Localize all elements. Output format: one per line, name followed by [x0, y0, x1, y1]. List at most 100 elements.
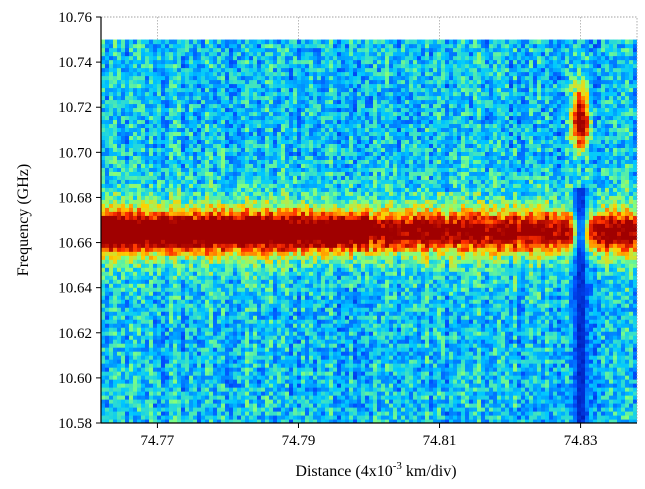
heat-cell — [149, 151, 154, 156]
heat-cell — [181, 127, 186, 133]
heat-cell — [253, 191, 258, 196]
heat-cell — [209, 271, 214, 276]
heat-cell — [145, 339, 150, 344]
heat-cell — [293, 367, 298, 372]
heat-cell — [253, 187, 258, 192]
heat-cell — [169, 279, 174, 284]
heat-cell — [197, 103, 202, 109]
heat-cell — [129, 127, 134, 133]
heat-cell — [149, 271, 154, 276]
heat-cell — [237, 379, 242, 384]
heat-cell — [181, 223, 186, 228]
heat-cell — [109, 87, 114, 93]
heat-cell — [125, 275, 130, 280]
heat-cell — [209, 111, 214, 117]
heat-cell — [257, 39, 262, 45]
heat-cell — [153, 155, 158, 160]
heat-cell — [177, 391, 182, 396]
heat-cell — [169, 347, 174, 352]
heat-cell — [249, 391, 254, 396]
heat-cell — [297, 187, 302, 192]
heat-cell — [141, 195, 146, 200]
heat-cell — [157, 95, 162, 101]
heat-cell — [205, 91, 210, 97]
heat-cell — [297, 55, 302, 61]
heat-cell — [293, 371, 298, 376]
heat-cell — [161, 235, 166, 240]
heat-cell — [181, 123, 186, 129]
heat-cell — [141, 159, 146, 164]
heat-cell — [113, 275, 118, 280]
heat-cell — [189, 319, 194, 324]
heat-cell — [201, 291, 206, 296]
heat-cell — [253, 135, 258, 141]
heat-cell — [213, 231, 218, 236]
heat-cell — [157, 407, 162, 412]
heat-cell — [105, 319, 110, 324]
heat-cell — [157, 419, 162, 423]
heat-cell — [173, 47, 178, 53]
heat-cell — [297, 275, 302, 280]
heat-cell — [289, 227, 294, 232]
heat-cell — [277, 199, 282, 204]
heat-cell — [245, 263, 250, 268]
heat-cell — [137, 107, 142, 113]
heat-cell — [109, 167, 114, 172]
heat-cell — [121, 215, 126, 220]
heat-cell — [209, 279, 214, 284]
heat-cell — [109, 71, 114, 77]
heat-cell — [293, 279, 298, 284]
heat-cell — [289, 259, 294, 264]
heat-cell — [129, 339, 134, 344]
heat-cell — [197, 147, 202, 152]
heat-cell — [197, 299, 202, 304]
heat-cell — [225, 127, 230, 133]
heat-cell — [277, 43, 282, 49]
heat-cell — [129, 275, 134, 280]
heat-cell — [269, 287, 274, 292]
heat-cell — [265, 159, 270, 164]
heat-cell — [149, 111, 154, 117]
heat-cell — [169, 95, 174, 101]
heat-cell — [225, 115, 230, 121]
heat-cell — [277, 271, 282, 276]
heat-cell — [229, 39, 234, 45]
heat-cell — [301, 271, 306, 276]
heat-cell — [165, 191, 170, 196]
heat-cell — [257, 151, 262, 156]
heat-cell — [249, 87, 254, 93]
heat-cell — [205, 223, 210, 228]
heat-cell — [149, 71, 154, 77]
heat-cell — [169, 231, 174, 236]
heat-cell — [273, 215, 278, 220]
heat-cell — [141, 239, 146, 244]
heat-cell — [289, 307, 294, 312]
heat-cell — [197, 383, 202, 388]
heat-cell — [261, 207, 266, 212]
heat-cell — [169, 159, 174, 164]
heat-cell — [197, 163, 202, 168]
heat-cell — [265, 59, 270, 65]
heat-cell — [269, 399, 274, 404]
heat-cell — [129, 379, 134, 384]
heat-cell — [217, 231, 222, 236]
heat-cell — [121, 203, 126, 208]
heat-cell — [249, 95, 254, 101]
heat-cell — [229, 79, 234, 85]
heat-cell — [145, 351, 150, 356]
heat-cell — [273, 411, 278, 416]
heat-cell — [169, 147, 174, 152]
heat-cell — [137, 319, 142, 324]
heat-cell — [269, 87, 274, 93]
heat-cell — [205, 215, 210, 220]
heat-cell — [249, 235, 254, 240]
heat-cell — [225, 255, 230, 260]
heat-cell — [141, 127, 146, 133]
heat-cell — [261, 131, 266, 137]
heat-cell — [273, 75, 278, 81]
heat-cell — [245, 363, 250, 368]
heat-cell — [285, 143, 290, 148]
heat-cell — [177, 147, 182, 152]
heat-cell — [273, 363, 278, 368]
heat-cell — [105, 195, 110, 200]
